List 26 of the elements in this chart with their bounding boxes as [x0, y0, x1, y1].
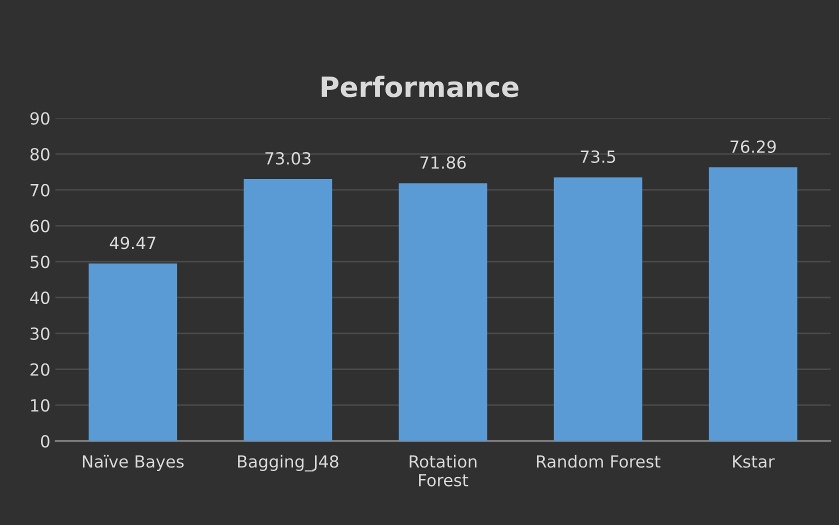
bar [88, 264, 178, 441]
x-tick-label: Random Forest [536, 454, 660, 468]
x-tick-label: Rotation Forest [410, 454, 476, 486]
y-tick-label: 30 [30, 327, 50, 340]
y-tick-label: 70 [30, 184, 50, 196]
chart-title: Performance [322, 76, 518, 98]
y-tick-label: 50 [30, 256, 50, 268]
x-tick-label: Bagging_J48 [238, 454, 338, 472]
y-tick-label: 90 [30, 112, 50, 125]
x-tick-label: Kstar [733, 455, 775, 468]
bar [554, 177, 642, 441]
data-label: 49.47 [110, 236, 156, 250]
y-tick-label: 20 [30, 363, 50, 376]
y-tick-label: 40 [30, 291, 50, 304]
data-label: 73.03 [265, 152, 310, 165]
x-tick-label: Naïve Bayes [82, 454, 184, 472]
y-tick-label: 0 [41, 434, 50, 448]
bar [398, 183, 488, 441]
y-tick-label: 80 [30, 148, 50, 161]
y-tick-label: 10 [31, 399, 50, 412]
data-label: 76.29 [730, 140, 776, 153]
data-label: 71.86 [420, 156, 466, 169]
data-label: 73.5 [580, 150, 616, 163]
bar [244, 179, 332, 441]
y-tick-label: 60 [30, 220, 50, 232]
bar [708, 167, 798, 441]
